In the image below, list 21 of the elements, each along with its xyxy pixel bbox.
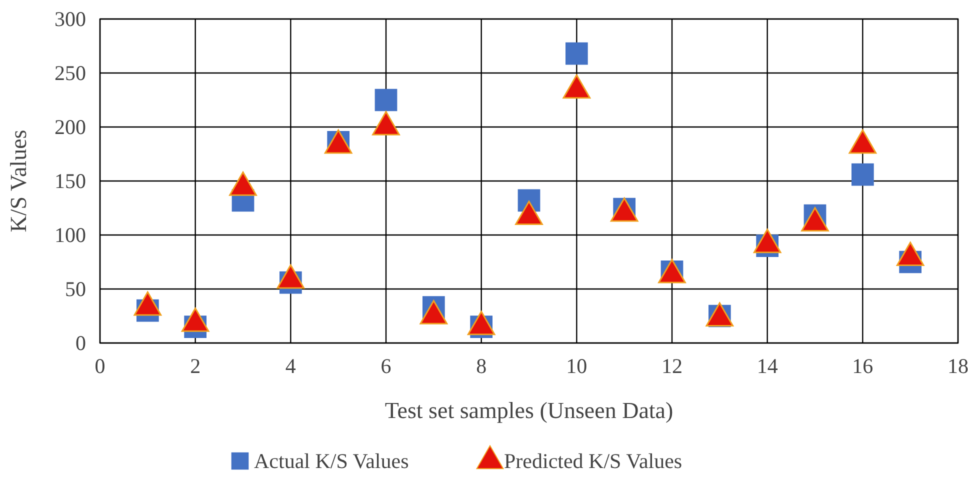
x-tick-label: 8 [476, 354, 487, 378]
y-tick-label: 200 [54, 115, 86, 139]
x-tick-label: 4 [285, 354, 296, 378]
y-tick-label: 0 [76, 331, 86, 355]
x-tick-label: 12 [662, 354, 682, 378]
x-tick-label: 0 [94, 354, 106, 378]
x-axis-title: Test set samples (Unseen Data) [384, 398, 674, 423]
y-tick-label: 150 [54, 169, 86, 193]
x-tick-label: 18 [948, 354, 968, 378]
x-tick-label: 16 [852, 354, 874, 378]
legend-label: Actual K/S Values [254, 449, 409, 473]
y-axis-title: K/S Values [6, 130, 31, 232]
y-tick-label: 50 [65, 277, 86, 301]
x-tick-label: 14 [756, 354, 778, 378]
x-tick-label: 6 [380, 354, 392, 378]
legend-label: Predicted K/S Values [504, 449, 682, 473]
x-tick-label: 2 [190, 354, 201, 378]
x-tick-label: 10 [566, 354, 588, 378]
y-tick-label: 300 [54, 7, 86, 31]
y-tick-label: 250 [54, 61, 86, 85]
y-tick-label: 100 [54, 223, 86, 247]
